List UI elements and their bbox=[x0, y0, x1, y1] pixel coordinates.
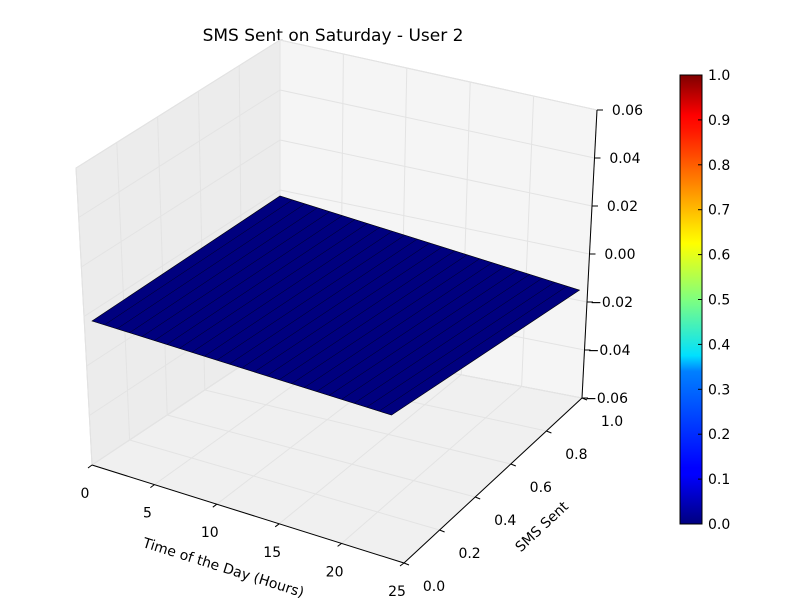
surface-mesh-line bbox=[291, 258, 480, 384]
x-tick-label: 25 bbox=[388, 584, 406, 600]
surface-mesh-line bbox=[166, 219, 356, 345]
x-axis-ticks: 0 5 10 15 20 25 bbox=[81, 464, 406, 600]
y-tick-mark bbox=[439, 529, 445, 533]
colorbar-tick-label: 0.1 bbox=[708, 472, 730, 488]
z-grid-line bbox=[75, 39, 281, 169]
chart-title: SMS Sent on Saturday - User 2 bbox=[203, 26, 464, 46]
surface-mesh-line bbox=[353, 278, 543, 404]
surface-mesh-line bbox=[179, 223, 368, 349]
y-axis-ticks: 0.0 0.2 0.4 0.6 0.8 1.0 bbox=[403, 397, 623, 595]
x-tick-label: 0 bbox=[81, 486, 90, 502]
surface-mesh-line bbox=[304, 262, 493, 388]
colorbar-tick-label: 0.9 bbox=[708, 113, 730, 129]
z-axis-ticks: −0.06 −0.04 −0.02 0.00 0.02 0.04 0.06 bbox=[582, 103, 643, 407]
z-tick-label: −0.02 bbox=[590, 295, 633, 311]
x-tick-mark bbox=[212, 503, 218, 508]
z-grid-line bbox=[279, 89, 595, 159]
y-tick-label: 0.4 bbox=[494, 513, 516, 529]
x-tick-mark bbox=[337, 543, 342, 547]
surface-mesh-line bbox=[216, 234, 405, 361]
surface-mesh-line bbox=[229, 238, 418, 365]
z-grid-line bbox=[81, 139, 281, 268]
y-axis-label: SMS Sent bbox=[513, 498, 573, 555]
x-tick-label: 20 bbox=[326, 564, 344, 580]
x-tick-mark bbox=[150, 484, 155, 489]
y-grid-line bbox=[204, 389, 511, 465]
z-tick-label: 0.06 bbox=[612, 103, 643, 119]
x-axis-line bbox=[91, 464, 405, 564]
surface-mesh-line bbox=[279, 254, 468, 381]
y-grid-line bbox=[129, 439, 440, 531]
surface-mesh-line bbox=[116, 203, 306, 330]
x-grid-line bbox=[278, 374, 462, 525]
colorbar-tick-label: 0.7 bbox=[708, 203, 730, 219]
surface-mesh-line bbox=[104, 199, 293, 326]
colorbar-tick-label: 0.8 bbox=[708, 158, 730, 174]
surface-mesh-line bbox=[366, 282, 555, 408]
surface-mesh-line bbox=[141, 211, 331, 337]
surface-mesh-line bbox=[378, 285, 568, 412]
y-tick-label: 0.6 bbox=[530, 480, 552, 496]
surface-mesh-line bbox=[154, 215, 343, 341]
y-grid-line bbox=[167, 414, 476, 498]
x-tick-label: 10 bbox=[201, 525, 219, 541]
y-tick-label: 0.8 bbox=[565, 447, 587, 463]
z-tick-label: −0.04 bbox=[588, 343, 631, 359]
colorbar-ticks: 0.0 0.1 0.2 0.3 0.4 0.5 0.6 0.7 0.8 0.9 1.0 bbox=[698, 68, 730, 533]
z-tick-label: 0.02 bbox=[607, 199, 638, 215]
z-tick-label: −0.06 bbox=[585, 391, 628, 407]
surface-mesh-line bbox=[341, 274, 530, 400]
x-tick-label: 15 bbox=[263, 545, 281, 561]
surface-mesh-line bbox=[204, 231, 393, 357]
colorbar-tick-label: 0.6 bbox=[708, 248, 730, 264]
surface-mesh-line bbox=[241, 242, 430, 369]
y-tick-label: 0.2 bbox=[458, 546, 480, 562]
y-tick-label: 0.0 bbox=[423, 579, 445, 595]
y-tick-label: 1.0 bbox=[601, 414, 623, 430]
surface-mesh-line bbox=[266, 250, 455, 377]
z-tick-label: 0.00 bbox=[604, 247, 635, 263]
z-grid-line bbox=[78, 89, 281, 218]
colorbar-tick-label: 0.2 bbox=[708, 427, 730, 443]
surface-mesh-line bbox=[328, 270, 518, 396]
z-grid-line bbox=[279, 189, 590, 255]
surface-mesh-line bbox=[129, 207, 318, 333]
y-tick-mark bbox=[475, 496, 481, 500]
surface-mesh-line bbox=[191, 227, 380, 353]
z-grid-line bbox=[83, 189, 281, 317]
colorbar-tick-label: 0.5 bbox=[708, 293, 730, 309]
y-axis-line bbox=[403, 397, 583, 564]
z-tick-label: 0.04 bbox=[609, 151, 640, 167]
colorbar-tick-label: 1.0 bbox=[708, 68, 730, 84]
x-tick-mark bbox=[399, 562, 405, 567]
z-grid-line bbox=[279, 139, 593, 207]
x-grid-line bbox=[341, 386, 522, 544]
surface-mesh-line bbox=[316, 266, 505, 392]
y-tick-mark bbox=[546, 430, 552, 434]
x-tick-mark bbox=[87, 464, 93, 469]
x-tick-mark bbox=[274, 523, 280, 528]
colorbar-tick-label: 0.3 bbox=[708, 382, 730, 398]
colorbar-tick-label: 0.0 bbox=[708, 517, 730, 533]
surface-mesh-line bbox=[254, 246, 443, 373]
y-tick-mark bbox=[403, 562, 410, 566]
surface-mesh bbox=[104, 199, 568, 412]
z-grid-line bbox=[279, 39, 598, 111]
x-tick-label: 5 bbox=[143, 506, 152, 522]
colorbar-tick-label: 0.4 bbox=[708, 337, 730, 353]
y-tick-mark bbox=[510, 463, 516, 467]
